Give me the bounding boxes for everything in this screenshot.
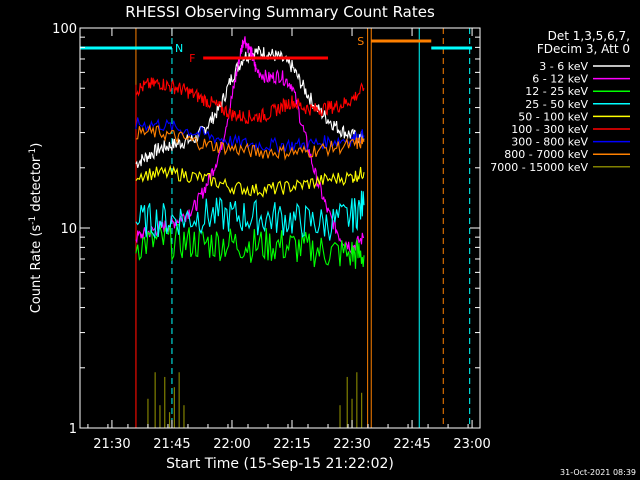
x-tick-label: 22:45 bbox=[393, 437, 430, 452]
y-tick-label: 10 bbox=[60, 222, 77, 237]
series-line bbox=[135, 190, 365, 241]
series-800-7000-kev bbox=[135, 124, 365, 161]
series-line bbox=[135, 117, 365, 153]
series-line bbox=[135, 45, 365, 168]
generation-timestamp: 31-Oct-2021 08:39 bbox=[560, 468, 636, 477]
series-7000-15000-kev bbox=[147, 372, 363, 428]
x-tick-label: 21:45 bbox=[153, 437, 190, 452]
y-axis-label: Count Rate (s-1 detector-1) bbox=[28, 143, 44, 314]
legend: Det 1,3,5,6,7, FDecim 3, Att 0 3 - 6 keV… bbox=[490, 29, 630, 174]
chart-title: RHESSI Observing Summary Count Rates bbox=[125, 3, 435, 21]
x-tick-label: 21:30 bbox=[93, 437, 130, 452]
series-line bbox=[135, 223, 365, 269]
legend-label: 6 - 12 keV bbox=[532, 73, 588, 86]
night-label: N bbox=[175, 42, 183, 55]
plot-area: NF S bbox=[80, 28, 473, 428]
series-line bbox=[135, 36, 365, 256]
x-tick-label: 23:00 bbox=[453, 437, 490, 452]
legend-label: 800 - 7000 keV bbox=[504, 148, 588, 161]
legend-header-line-2: FDecim 3, Att 0 bbox=[537, 42, 630, 56]
series-6-12-kev bbox=[135, 36, 365, 256]
legend-label: 50 - 100 keV bbox=[518, 110, 588, 123]
y-tick-label: 1 bbox=[69, 422, 77, 437]
x-tick-label: 22:00 bbox=[213, 437, 250, 452]
series-300-800-kev bbox=[135, 117, 365, 153]
legend-label: 300 - 800 keV bbox=[511, 136, 588, 149]
legend-label: 3 - 6 keV bbox=[539, 60, 588, 73]
x-axis-label: Start Time (15-Sep-15 21:22:02) bbox=[166, 456, 394, 472]
x-axis: 21:30 21:45 22:00 22:15 22:30 22:45 23:00 bbox=[87, 28, 491, 452]
series-3-6-kev bbox=[135, 45, 365, 168]
status-bars: NF S bbox=[80, 35, 473, 65]
y-axis: 1 10 100 bbox=[52, 22, 480, 437]
legend-label: 100 - 300 keV bbox=[511, 123, 588, 136]
flare-label: F bbox=[189, 52, 195, 65]
y-tick-label: 100 bbox=[52, 22, 77, 37]
x-tick-label: 22:30 bbox=[333, 437, 370, 452]
series-50-100-kev bbox=[135, 164, 365, 198]
legend-label: 12 - 25 keV bbox=[525, 85, 588, 98]
series-line bbox=[135, 77, 365, 124]
series-12-25-kev bbox=[135, 223, 365, 269]
legend-label: 25 - 50 keV bbox=[525, 98, 588, 111]
legend-header-line-1: Det 1,3,5,6,7, bbox=[548, 29, 630, 43]
series-25-50-kev bbox=[135, 190, 365, 241]
x-tick-label: 22:15 bbox=[273, 437, 310, 452]
legend-label: 7000 - 15000 keV bbox=[490, 161, 588, 174]
series-100-300-kev bbox=[135, 77, 365, 124]
series-line bbox=[135, 124, 365, 161]
saa-label: S bbox=[357, 35, 364, 48]
series-line bbox=[135, 164, 365, 198]
